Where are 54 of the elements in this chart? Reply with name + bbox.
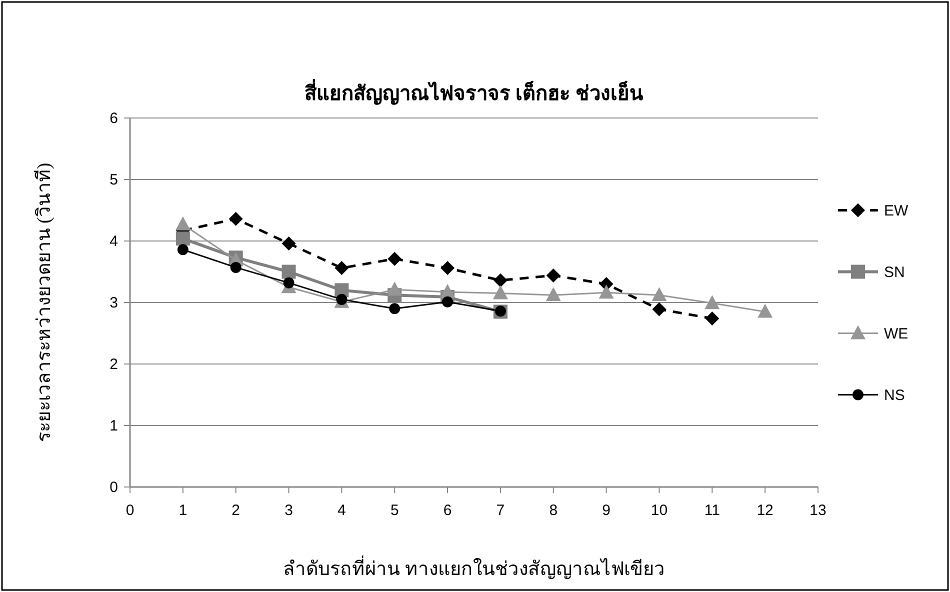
point xyxy=(175,216,190,230)
x-tick-label: 12 xyxy=(756,502,774,519)
legend-label: WE xyxy=(884,325,908,342)
y-tick-label: 1 xyxy=(110,418,118,434)
point xyxy=(283,277,294,288)
point xyxy=(334,261,349,276)
chart-title: สี่แยกสัญญาณไฟจราจร เต็กฮะ ช่วงเย็น xyxy=(304,78,644,105)
point xyxy=(493,273,508,288)
y-tick-label: 5 xyxy=(110,172,118,188)
x-tick-label: 13 xyxy=(810,502,826,519)
point xyxy=(652,302,666,316)
point xyxy=(705,311,720,326)
point xyxy=(546,268,560,282)
point xyxy=(546,287,561,302)
x-tick-label: 1 xyxy=(178,502,188,519)
x-tick-label: 0 xyxy=(126,502,134,519)
y-axis-title: ระยะเวลาระหว่างยวดยาน (วินาที) xyxy=(33,162,55,442)
x-tick-label: 8 xyxy=(549,502,558,519)
legend-label: NS xyxy=(884,386,905,404)
point xyxy=(336,294,348,305)
point xyxy=(598,284,614,299)
x-tick-label: 3 xyxy=(284,502,293,519)
point xyxy=(492,285,508,300)
x-tick-label: 6 xyxy=(443,502,452,519)
point xyxy=(440,261,455,276)
point xyxy=(758,304,773,318)
point xyxy=(652,287,667,302)
x-tick-label: 9 xyxy=(602,502,610,519)
x-tick-label: 4 xyxy=(338,502,346,519)
x-tick-label: 11 xyxy=(704,502,720,519)
x-tick-label: 2 xyxy=(232,502,240,519)
y-tick-label: 3 xyxy=(110,294,118,312)
y-tick-label: 2 xyxy=(110,356,118,373)
point xyxy=(176,232,190,246)
x-axis-title: ลำดับรถที่ผ่าน ทางแยกในช่วงสัญญาณไฟเขียว xyxy=(283,555,665,580)
point xyxy=(387,282,402,296)
x-tick-label: 10 xyxy=(650,502,668,519)
point xyxy=(389,303,400,314)
point xyxy=(282,236,296,250)
x-tick-label: 7 xyxy=(496,502,505,519)
point xyxy=(440,284,456,298)
legend-label: SN xyxy=(884,264,905,281)
point xyxy=(442,296,454,308)
point xyxy=(230,262,242,273)
x-tick-label: 5 xyxy=(390,502,399,519)
y-tick-label: 4 xyxy=(110,233,118,250)
point xyxy=(177,244,188,256)
y-tick-label: 0 xyxy=(110,479,118,496)
y-tick-label: 6 xyxy=(110,110,118,127)
point xyxy=(704,295,720,310)
legend-label: EW xyxy=(884,202,910,220)
point xyxy=(228,212,243,226)
point xyxy=(282,264,296,279)
point xyxy=(388,252,402,266)
